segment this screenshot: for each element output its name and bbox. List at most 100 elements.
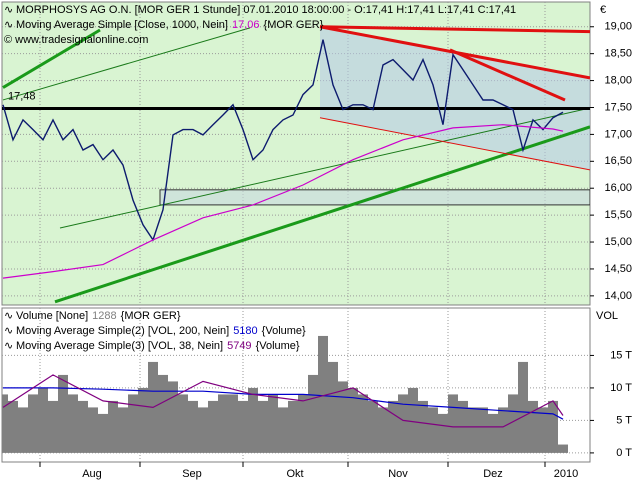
volume-bar <box>388 400 398 453</box>
volume-bar <box>298 394 308 453</box>
y-tick-label: 19,00 <box>604 21 632 33</box>
legend-text: {MOR GER} <box>264 19 324 31</box>
legend-entry: Volume [None] 1288 {MOR GER} <box>16 310 181 322</box>
volume-bar <box>128 394 138 453</box>
y-tick-label: 15,50 <box>604 209 632 221</box>
trend-line <box>54 125 590 304</box>
subtitle: © www.tradesignalonline.com <box>4 34 148 46</box>
volume-bar <box>398 394 408 453</box>
legend-text: 5749 <box>227 340 251 352</box>
y-tick-label: 10 T <box>610 382 632 394</box>
legend-text: {MOR GER} <box>121 310 181 322</box>
volume-bar <box>108 400 118 453</box>
volume-bar <box>98 413 108 453</box>
volume-bar <box>288 400 298 453</box>
price-panel <box>1 1 591 306</box>
volume-bar <box>448 394 458 453</box>
price-plot <box>2 2 590 305</box>
volume-bar <box>248 387 258 453</box>
y-tick-label: 17,50 <box>604 101 632 113</box>
volume-bar <box>428 407 438 453</box>
y-tick-label: 0 T <box>616 447 632 459</box>
volume-bar <box>58 374 68 453</box>
y-tick-label: 16,00 <box>604 182 632 194</box>
x-tick-label: Dez <box>483 468 503 480</box>
moving-average-line <box>2 374 564 428</box>
legend-icon: ∿ <box>4 325 13 337</box>
x-tick-label: Aug <box>82 468 102 480</box>
volume-bar <box>2 394 8 453</box>
legend-text: Moving Average Simple(2) [VOL, 200, Nein… <box>16 325 229 337</box>
volume-bar <box>328 361 338 453</box>
volume-bar <box>498 407 508 453</box>
x-tick-label: Nov <box>388 468 408 480</box>
x-tick-label: Sep <box>182 468 202 480</box>
volume-bar <box>358 394 368 453</box>
volume-bar <box>18 407 28 453</box>
x-tick-label: 2010 <box>554 468 578 480</box>
y-tick-label: 18,00 <box>604 74 632 86</box>
volume-bar <box>118 407 128 453</box>
y-tick-label: 14,00 <box>604 290 632 302</box>
volume-bar <box>538 407 548 453</box>
volume-bar <box>258 400 268 453</box>
trend-line <box>449 48 566 102</box>
legend-entry: MORPHOSYS AG O.N. [MOR GER 1 Stunde] 07.… <box>16 4 516 16</box>
volume-bar <box>558 444 568 453</box>
y-tick-label: 5 T <box>616 414 632 426</box>
trend-line <box>59 107 590 229</box>
volume-bar <box>518 361 528 453</box>
horizontal-line-label: 17,48 <box>8 90 36 102</box>
volume-bar <box>38 387 48 453</box>
unit-label: € <box>600 4 606 16</box>
volume-bar <box>198 407 208 453</box>
volume-bar <box>268 394 278 453</box>
trend-line <box>2 28 101 89</box>
volume-bar <box>238 400 248 453</box>
legend-text: {Volume} <box>256 340 300 352</box>
volume-bar <box>468 407 478 453</box>
volume-plot <box>2 308 590 462</box>
volume-bar <box>88 407 98 453</box>
legend-text: 5180 <box>233 325 257 337</box>
volume-bar <box>528 400 538 453</box>
volume-bar <box>28 394 38 453</box>
volume-bar <box>348 387 358 453</box>
legend-text: Moving Average Simple(3) [VOL, 38, Nein] <box>16 340 223 352</box>
legend-text: Volume [None] <box>16 310 88 322</box>
trend-line <box>319 117 590 171</box>
x-tick-label: Okt <box>286 468 303 480</box>
volume-bar <box>278 407 288 453</box>
volume-bar <box>178 394 188 453</box>
legend-icon: ∿ <box>4 4 13 16</box>
y-tick-label: 15,00 <box>604 236 632 248</box>
volume-bar <box>8 400 18 453</box>
trend-line <box>2 27 251 101</box>
y-tick-label: 15 T <box>610 349 632 361</box>
y-tick-label: 16,50 <box>604 155 632 167</box>
volume-bar <box>168 381 178 453</box>
legend: ∿ MORPHOSYS AG O.N. [MOR GER 1 Stunde] 07… <box>4 4 516 352</box>
legend-icon: ∿ <box>4 19 13 31</box>
volume-bar <box>48 400 58 453</box>
legend-icon: ∿ <box>4 310 13 322</box>
volume-bar <box>68 394 78 453</box>
volume-bar <box>378 407 388 453</box>
volume-bar <box>218 394 228 453</box>
price-line <box>2 39 564 242</box>
volume-bar <box>228 394 238 453</box>
legend-text: {Volume} <box>262 325 306 337</box>
moving-average-line <box>3 387 564 420</box>
legend-text: Moving Average Simple [Close, 1000, Nein… <box>16 19 228 31</box>
volume-bar <box>438 413 448 453</box>
volume-bar <box>368 400 378 453</box>
volume-bar <box>318 335 328 453</box>
volume-bar <box>408 387 418 453</box>
volume-bar <box>78 400 88 453</box>
volume-bar <box>418 400 428 453</box>
moving-average-line <box>2 124 564 279</box>
volume-bar <box>548 400 558 453</box>
volume-bar <box>488 413 498 453</box>
volume-bar <box>138 387 148 453</box>
